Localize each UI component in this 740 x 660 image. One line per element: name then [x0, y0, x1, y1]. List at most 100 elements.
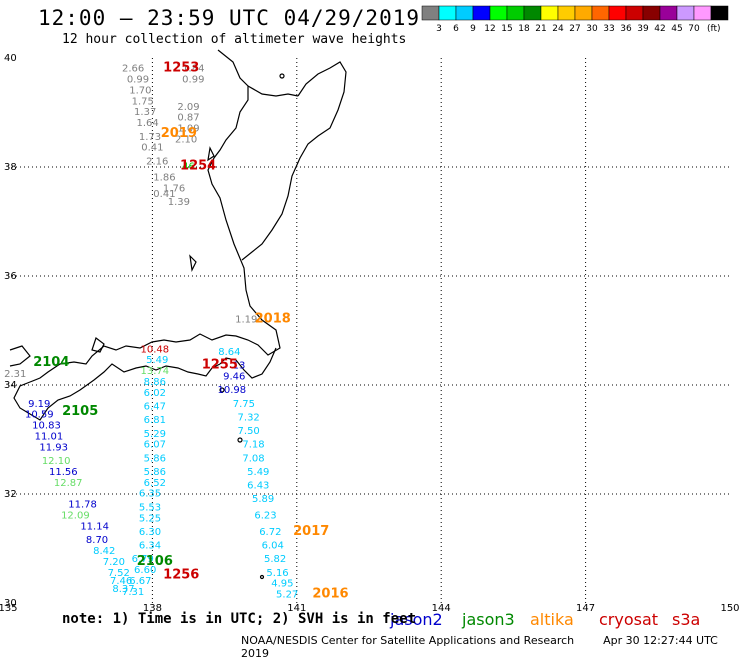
colorbar-swatch [540, 5, 559, 21]
wave-height-value: 5.82 [264, 554, 286, 565]
colorbar-swatch [557, 5, 576, 21]
wave-height-value: 8.86 [144, 377, 166, 388]
wave-height-value: 1.39 [168, 197, 190, 208]
wave-height-value: 2.66 [122, 64, 144, 75]
wave-height-value: 0.99 [182, 75, 204, 86]
credit-text: NOAA/NESDIS Center for Satellite Applica… [241, 634, 575, 647]
track-label: 2018 [255, 311, 291, 326]
colorbar-tick: 24 [552, 24, 564, 34]
lat-tick-label: 40 [4, 53, 17, 64]
wave-height-value: 9.46 [223, 372, 245, 383]
lat-tick-label: 32 [4, 489, 17, 500]
track-label: 1256 [163, 567, 199, 582]
colorbar-swatch [642, 5, 661, 21]
wave-height-value: 6.02 [144, 388, 166, 399]
lon-tick-label: 138 [143, 603, 162, 614]
lat-tick-label: 30 [4, 598, 17, 609]
colorbar-tick: 70 [688, 24, 700, 34]
wave-height-value: 6.72 [259, 527, 281, 538]
wave-height-value: 5.86 [144, 453, 166, 464]
wave-height-value: 12.87 [54, 478, 83, 489]
wave-height-value: 1.70 [129, 85, 151, 96]
colorbar-tick: 33 [603, 24, 614, 34]
lon-tick-label: 147 [576, 603, 595, 614]
wave-height-value: 7.08 [242, 453, 264, 464]
wave-height-value: 1.73 [139, 132, 161, 143]
wave-height-value: 5.16 [266, 568, 288, 579]
wave-height-value: 10.48 [140, 344, 169, 355]
wave-height-value: 1.19 [235, 314, 257, 325]
colorbar-swatch [659, 5, 678, 21]
wave-height-value: 6.35 [139, 489, 161, 500]
wave-height-value: 11.78 [68, 500, 97, 511]
wave-height-value: 5.25 [139, 513, 161, 524]
colorbar-tick: 6 [453, 24, 459, 34]
wave-height-value: 0.87 [177, 113, 199, 124]
colorbar-tick: 12 [484, 24, 495, 34]
satellite-legend-cryosat: cryosat [599, 610, 658, 629]
colorbar-tick: 27 [569, 24, 580, 34]
wave-height-value: 7.46 [110, 576, 132, 587]
wave-height-value: 8.64 [218, 347, 240, 358]
track-label: 2106 [137, 554, 173, 569]
colorbar-tick: 9 [470, 24, 476, 34]
track-label: 2105 [62, 404, 98, 419]
wave-height-value: 6.47 [144, 402, 166, 413]
track-label: 2017 [293, 524, 329, 539]
wave-height-value: 11.14 [80, 521, 109, 532]
wave-height-value: 11.56 [49, 467, 78, 478]
lon-tick-label: 144 [432, 603, 451, 614]
wave-height-value: 6.07 [144, 440, 166, 451]
wave-height-value: 2.16 [146, 156, 168, 167]
wave-height-value: 6.30 [139, 527, 161, 538]
colorbar-swatch [625, 5, 644, 21]
satellite-legend-altika: altika [530, 610, 574, 629]
wave-height-value: 6.79 [132, 554, 154, 565]
lat-tick-label: 36 [4, 271, 17, 282]
wave-height-value: 6.60 [134, 565, 156, 576]
wave-height-value: 2.09 [177, 102, 199, 113]
wave-height-value: 8.42 [93, 546, 115, 557]
footnote: note: 1) Time is in UTC; 2) SVH is in fe… [62, 611, 417, 627]
wave-height-value: 7.75 [233, 399, 255, 410]
colorbar-tick: 15 [501, 24, 512, 34]
wave-height-value: 5.53 [139, 502, 161, 513]
wave-height-value: 5.27 [276, 590, 298, 601]
wave-height-value: 7.50 [238, 426, 260, 437]
satellite-legend-s3a: s3a [672, 610, 700, 629]
colorbar-swatch [523, 5, 542, 21]
wave-height-value: 2.10 [175, 134, 197, 145]
colorbar-tick: 36 [620, 24, 632, 34]
wave-height-value: 5.86 [144, 467, 166, 478]
wave-height-value: 1.09 [177, 124, 199, 135]
track-label: 2104 [33, 355, 69, 370]
wave-height-value: 7.20 [103, 557, 125, 568]
colorbar-swatch [676, 5, 695, 21]
wave-height-value: 1.75 [132, 96, 154, 107]
wave-height-value: 9.19 [28, 399, 50, 410]
wave-height-value: 46 [182, 162, 195, 173]
colorbar-tick: 39 [637, 24, 649, 34]
colorbar-tick: 18 [518, 24, 530, 34]
colorbar-swatch [455, 5, 474, 21]
wave-height-value: 7.31 [122, 587, 144, 598]
wave-height-value: 6.34 [139, 541, 161, 552]
wave-height-value: 1.37 [134, 107, 156, 118]
wave-height-value: 7.32 [238, 412, 260, 423]
lon-tick-label: 135 [0, 603, 18, 614]
wave-height-value: 8.37 [112, 584, 134, 595]
wave-height-value: 0.41 [153, 189, 175, 200]
colorbar-tick: 3 [436, 24, 442, 34]
colorbar-swatch [710, 5, 729, 21]
colorbar-tick: 42 [654, 24, 665, 34]
wave-height-value: 7.52 [108, 568, 130, 579]
wave-height-value: 0.41 [141, 143, 163, 154]
chart-subtitle: 12 hour collection of altimeter wave hei… [62, 32, 407, 47]
track-label: 2016 [312, 587, 348, 602]
wave-height-value: 7.18 [242, 440, 264, 451]
wave-height-value: 6.52 [144, 478, 166, 489]
wave-height-value: 5.49 [146, 355, 168, 366]
chart-title: 12:00 – 23:59 UTC 04/29/2019 [38, 6, 421, 30]
wave-height-value: 6.67 [129, 576, 151, 587]
